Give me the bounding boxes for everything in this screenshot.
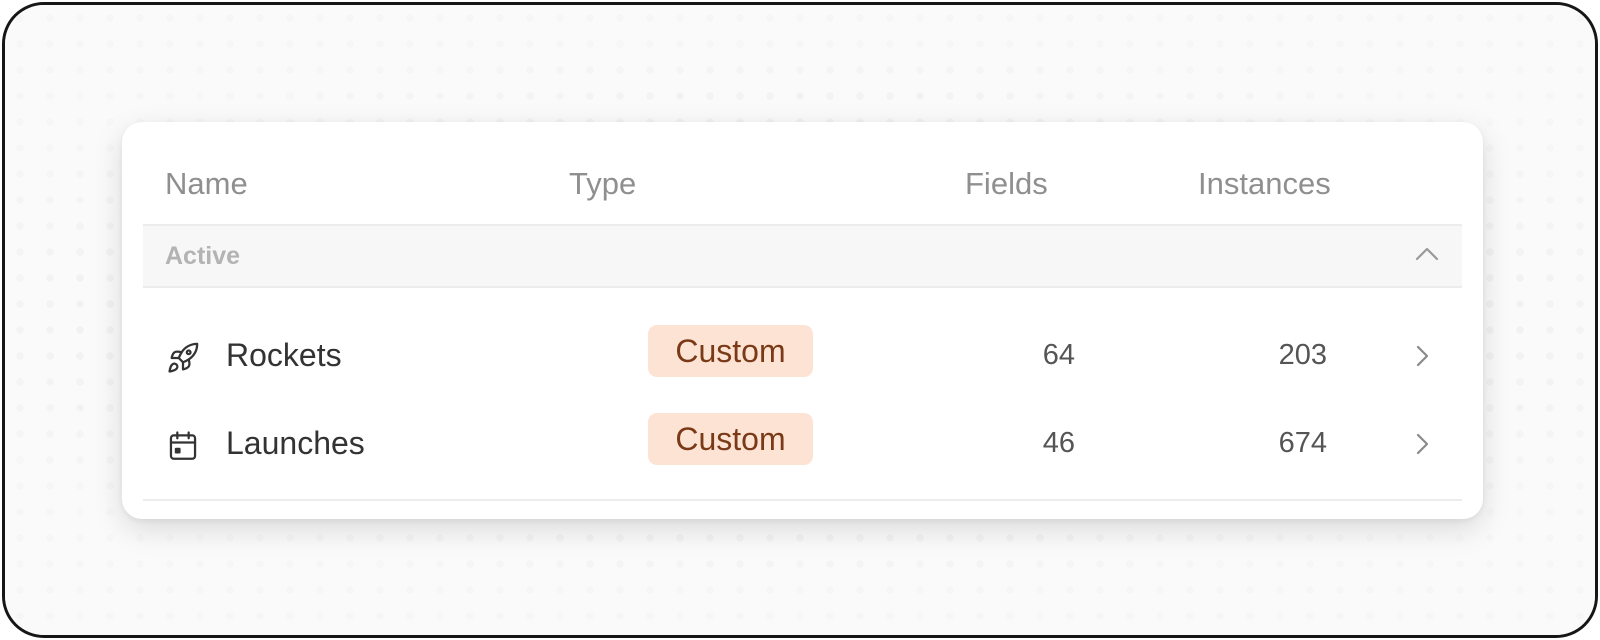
column-header-fields[interactable]: Fields (965, 166, 1048, 201)
group-label: Active (165, 242, 241, 270)
group-header-active[interactable]: Active (143, 226, 1462, 288)
calendar-icon (169, 431, 197, 460)
chevron-right-icon[interactable] (1412, 429, 1432, 459)
column-header-instances[interactable]: Instances (1198, 166, 1331, 201)
header-divider (143, 224, 1462, 226)
type-badge: Custom (648, 413, 813, 465)
fields-count: 46 (1042, 427, 1075, 459)
table-bottom-divider (143, 499, 1462, 501)
chevron-right-icon[interactable] (1412, 341, 1432, 371)
table-row[interactable]: Rockets Custom 64 203 (143, 317, 1462, 397)
table-row[interactable]: Launches Custom 46 674 (143, 405, 1462, 485)
row-name: Rockets (226, 337, 342, 373)
rocket-icon (168, 342, 199, 373)
type-badge: Custom (648, 325, 813, 377)
table-card: Name Type Fields Instances Active Rocket… (122, 122, 1483, 519)
row-name: Launches (226, 425, 365, 461)
fields-count: 64 (1042, 339, 1075, 371)
instances-count: 203 (1278, 339, 1327, 371)
column-header-name[interactable]: Name (165, 166, 248, 201)
chevron-up-icon[interactable] (1414, 244, 1440, 264)
instances-count: 674 (1278, 427, 1327, 459)
column-header-type[interactable]: Type (569, 166, 637, 201)
